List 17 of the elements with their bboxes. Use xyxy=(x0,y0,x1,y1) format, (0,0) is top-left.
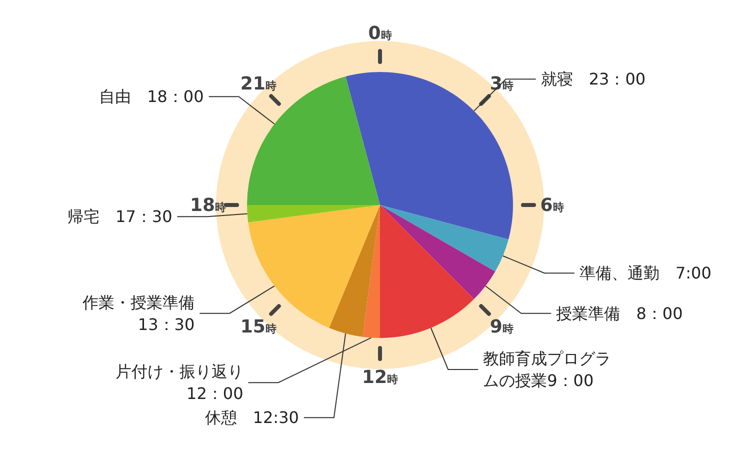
slice-label: 自由 18：00 xyxy=(99,87,204,106)
slice-label: 作業・授業準備13：30 xyxy=(82,292,195,334)
text: 15時 xyxy=(240,316,276,338)
text: 18時 xyxy=(190,195,226,216)
text: 21時 xyxy=(240,73,276,94)
slice-label: 帰宅 17：30 xyxy=(68,207,172,226)
slice-label: 就寝 23：00 xyxy=(540,70,646,89)
slice-label: 教師育成プログラムの授業9：00 xyxy=(483,348,612,390)
text: 0時 xyxy=(368,23,392,44)
slice-label: 準備、通勤 7:00 xyxy=(579,264,712,283)
text: 12時 xyxy=(362,367,398,388)
text: 9時 xyxy=(490,316,514,338)
slice-label: 休憩 12:30 xyxy=(204,408,299,428)
slice-label: 片付け・振り返り12：00 xyxy=(115,362,244,404)
text: 6時 xyxy=(540,195,564,216)
text: 3時 xyxy=(490,73,514,94)
slice-label: 授業準備 8：00 xyxy=(556,304,683,323)
